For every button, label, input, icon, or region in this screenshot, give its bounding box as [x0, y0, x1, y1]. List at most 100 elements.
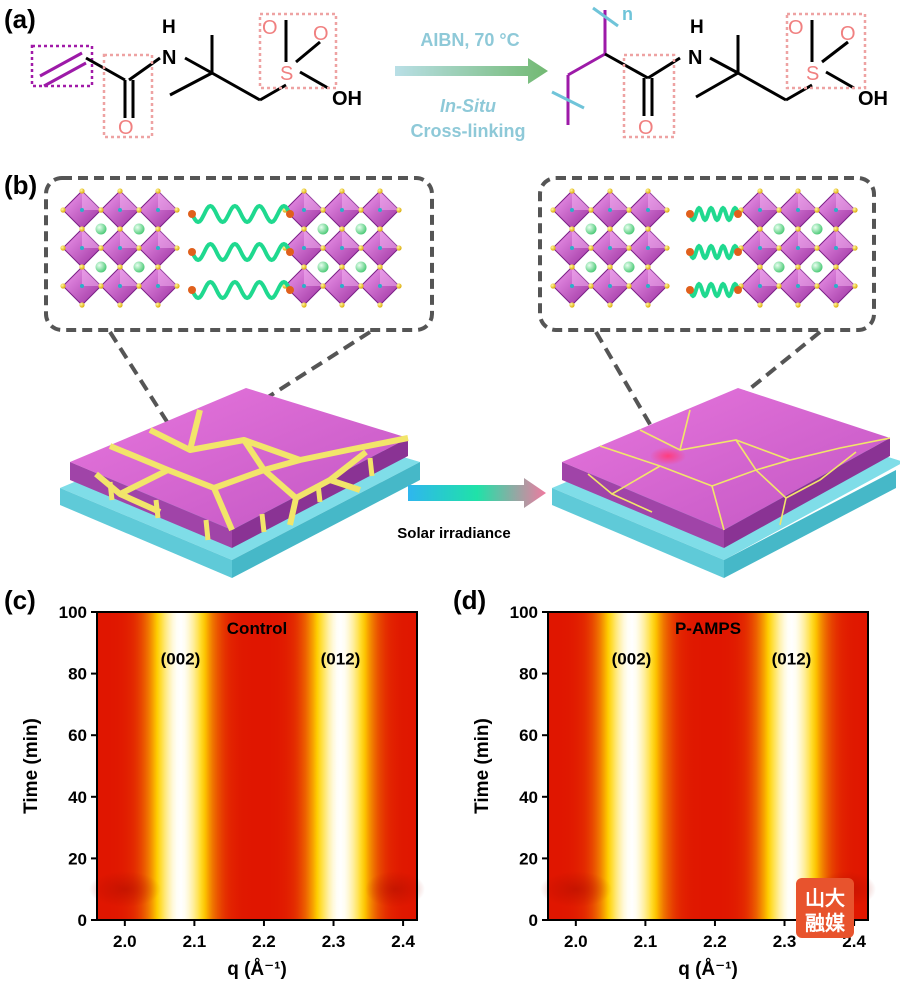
cation-atom	[317, 223, 329, 235]
polymer-chain	[688, 243, 740, 261]
metal-atom	[302, 208, 306, 212]
halide-atom	[358, 207, 364, 213]
chain-end-atom	[188, 248, 196, 256]
y-tick-label: 100	[59, 603, 87, 622]
plot-frame	[547, 611, 869, 921]
monomer-atom-s: S	[280, 63, 293, 85]
y-tick-label: 40	[68, 788, 87, 807]
monomer-structure	[30, 12, 338, 139]
chart-title: P-AMPS	[675, 619, 741, 638]
octahedron-facet	[572, 191, 591, 210]
halide-atom	[174, 207, 180, 213]
halide-atom	[588, 207, 594, 213]
metal-atom	[570, 284, 574, 288]
chain-end-atom	[734, 286, 742, 294]
octahedron-facet	[572, 267, 591, 286]
halide-atom	[607, 226, 613, 232]
halide-atom	[79, 188, 85, 194]
halide-atom	[795, 302, 801, 308]
chain-end-atom	[686, 286, 694, 294]
halide-atom	[155, 188, 161, 194]
halide-atom	[98, 283, 104, 289]
halide-atom	[833, 264, 839, 270]
monomer-atom-h: H	[162, 17, 176, 38]
octahedron-facet	[342, 229, 361, 248]
chain-end-atom	[188, 286, 196, 294]
octahedron-facet	[304, 191, 323, 210]
polymer-atom-n: N	[688, 47, 702, 69]
polymer-chain	[190, 279, 292, 301]
halide-atom	[795, 264, 801, 270]
cation-atom	[355, 261, 367, 273]
x-axis-label: q (Å⁻¹)	[678, 959, 738, 980]
halide-atom	[607, 302, 613, 308]
heatmap-shade	[89, 871, 161, 908]
metal-atom	[340, 284, 344, 288]
peak-label: (012)	[772, 649, 812, 668]
x-tick-label: 2.0	[564, 932, 588, 951]
halide-atom	[852, 245, 858, 251]
perovskite-lattice-control	[60, 188, 402, 308]
chain-end-atom	[686, 248, 694, 256]
halide-atom	[776, 207, 782, 213]
halide-atom	[301, 188, 307, 194]
halide-atom	[776, 283, 782, 289]
cation-atom	[133, 261, 145, 273]
cation-atom	[317, 261, 329, 273]
reaction-arrow	[395, 58, 548, 84]
halide-atom	[79, 264, 85, 270]
halide-atom	[136, 245, 142, 251]
halide-atom	[626, 245, 632, 251]
octahedron-facet	[82, 191, 101, 210]
metal-atom	[646, 284, 650, 288]
metal-atom	[608, 246, 612, 250]
octahedron-facet	[158, 229, 177, 248]
cation-atom	[623, 261, 635, 273]
process-line1: In-Situ	[440, 96, 496, 116]
halide-atom	[117, 302, 123, 308]
metal-atom	[156, 284, 160, 288]
peak-label: (002)	[161, 649, 201, 668]
metal-atom	[80, 208, 84, 212]
halide-atom	[852, 207, 858, 213]
octahedron-facet	[836, 229, 855, 248]
film-control	[60, 388, 420, 578]
polymer-atom-o-carbonyl: O	[638, 117, 654, 139]
chart-title: Control	[227, 619, 287, 638]
polymer-chain	[190, 241, 292, 263]
metal-atom	[796, 246, 800, 250]
cation-atom	[773, 261, 785, 273]
reaction-condition: AIBN, 70 °C	[420, 30, 519, 50]
monomer-atom-o-1: O	[262, 17, 278, 39]
halide-atom	[155, 226, 161, 232]
halide-atom	[377, 226, 383, 232]
metal-atom	[796, 284, 800, 288]
cation-atom	[585, 223, 597, 235]
x-axis-label: q (Å⁻¹)	[227, 959, 287, 980]
metal-atom	[758, 208, 762, 212]
polymer-chain	[688, 205, 740, 223]
metal-atom	[570, 208, 574, 212]
halide-atom	[626, 283, 632, 289]
heatmap-control: 2.0 2.1 2.2 2.3 2.4 0 20 40 60 80 100 q (Å⁻¹) Time (…	[21, 603, 425, 980]
cation-atom	[623, 223, 635, 235]
octahedron-facet	[572, 229, 591, 248]
y-tick-label: 100	[510, 603, 538, 622]
metal-atom	[340, 246, 344, 250]
octahedron-facet	[380, 229, 399, 248]
heatmap-shade	[365, 871, 425, 908]
halide-atom	[136, 207, 142, 213]
halide-atom	[339, 264, 345, 270]
svg-text:山大: 山大	[805, 887, 845, 910]
chain-end-atom	[286, 210, 294, 218]
y-tick-label: 80	[519, 665, 538, 684]
chain-end-atom	[734, 248, 742, 256]
x-tick-label: 2.1	[634, 932, 658, 951]
cation-atom	[95, 223, 107, 235]
metal-atom	[834, 284, 838, 288]
heatmap-field	[548, 612, 868, 920]
y-tick-label: 80	[68, 665, 87, 684]
halide-atom	[396, 245, 402, 251]
metal-atom	[302, 246, 306, 250]
y-tick-label: 60	[519, 726, 538, 745]
